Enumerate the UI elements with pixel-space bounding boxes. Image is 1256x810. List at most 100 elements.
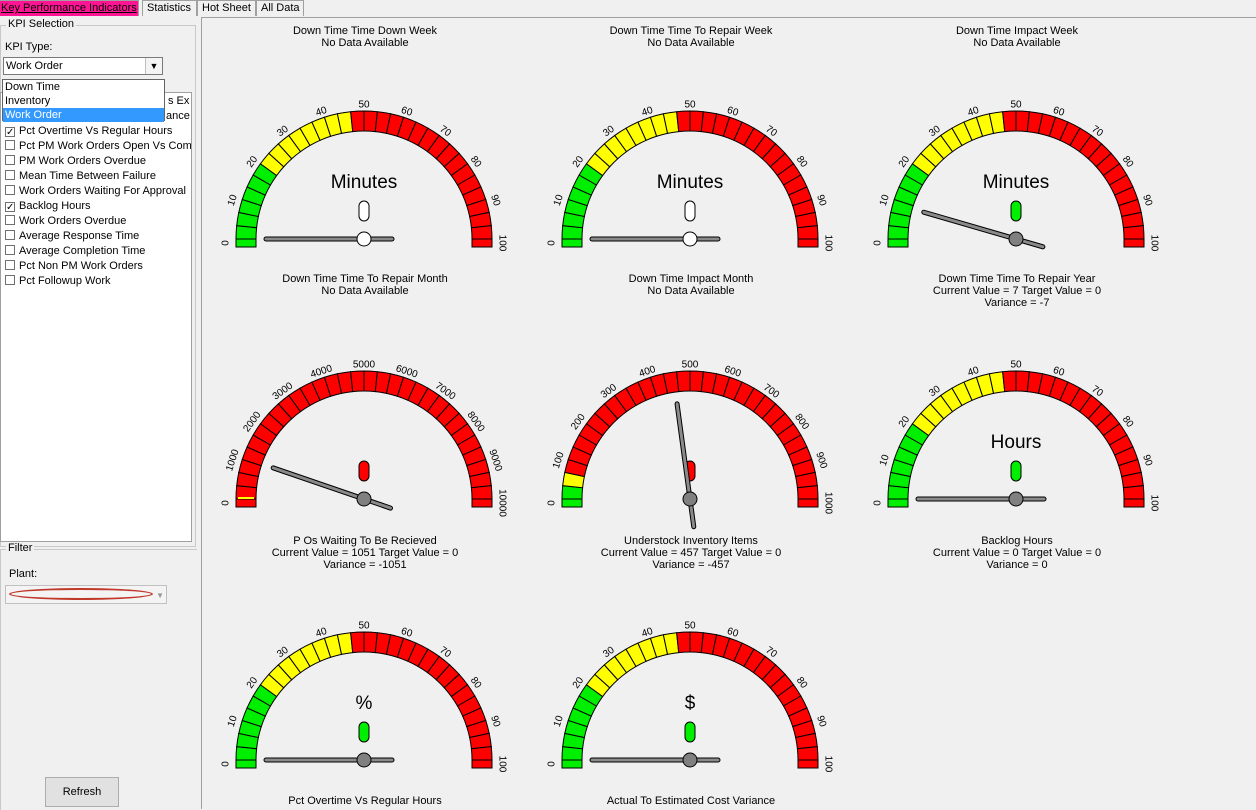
kpi-type-select[interactable]: Work Order ▼ <box>3 57 163 75</box>
status-lamp-icon <box>358 721 370 743</box>
plant-select[interactable]: ▼ <box>5 585 167 604</box>
checkbox[interactable] <box>5 185 15 195</box>
gauge-segment <box>796 746 819 761</box>
dropdown-option-inventory[interactable]: Inventory <box>5 95 51 107</box>
dropdown-option-work-order[interactable]: Work Order <box>3 108 164 122</box>
gauge-unit-label: Minutes <box>331 172 398 193</box>
gauge-status-text: Current Value = 457 Target Value = 0 <box>601 547 781 559</box>
chevron-down-icon[interactable]: ▼ <box>156 591 164 600</box>
gauge-unit-label: % <box>356 693 373 714</box>
kpi-type-dropdown[interactable]: Down Time Inventory Work Order <box>2 79 165 122</box>
kpi-list-item[interactable]: Pct PM Work Orders Open Vs Com <box>5 139 191 154</box>
gauge-tick-label: 0 <box>873 240 884 246</box>
checkbox-checked[interactable]: ✓ <box>5 127 15 138</box>
gauge-status-text: No Data Available <box>973 37 1060 49</box>
gauge-tick-label: 0 <box>547 240 558 246</box>
gauge-status-text: No Data Available <box>647 285 734 297</box>
tab-all-data[interactable]: All Data <box>256 0 304 16</box>
gauge-segment <box>676 110 691 133</box>
kpi-list-item[interactable]: Average Response Time <box>5 229 139 244</box>
tab-key-performance-indicators[interactable]: Key Performance Indicators <box>0 0 139 16</box>
kpi-list-item[interactable]: Pct Non PM Work Orders <box>5 259 143 274</box>
kpi-list-item-label: Pct Non PM Work Orders <box>19 260 143 272</box>
gauge-tick-label: 50 <box>1010 100 1022 111</box>
kpi-list-item-label: Mean Time Between Failure <box>19 170 156 182</box>
kpi-list-item[interactable]: ✓ Backlog Hours <box>5 199 91 214</box>
gauge-status-text: Current Value = 1051 Target Value = 0 <box>272 547 459 559</box>
gauge-status-text: Variance = -457 <box>652 559 729 571</box>
gauge-tick-label: 100 <box>496 756 507 773</box>
gauge-status-text: Variance = 0 <box>986 559 1047 571</box>
gauge-tick-label: 1000 <box>822 492 833 515</box>
checkbox[interactable] <box>5 260 15 270</box>
gauge-hub <box>682 491 698 507</box>
gauge-segment <box>1122 485 1145 500</box>
gauge-segment <box>471 498 493 508</box>
gauge-segment <box>471 759 493 769</box>
checkbox-checked[interactable]: ✓ <box>5 202 15 213</box>
gauge-segment <box>1123 498 1145 508</box>
gauge-segment <box>471 238 493 248</box>
kpi-list-item-label: Pct Followup Work <box>19 275 111 287</box>
status-lamp-icon <box>1010 460 1022 482</box>
gauge-tick-label: 90 <box>1140 453 1154 467</box>
gauge-tick-label: 10000 <box>496 489 507 517</box>
gauge-tick-label: 60 <box>400 105 414 119</box>
checkbox[interactable] <box>5 245 15 255</box>
kpi-list-item[interactable]: Average Completion Time <box>5 244 145 259</box>
gauge-status-text: Variance = -7 <box>985 297 1050 309</box>
checkbox[interactable] <box>5 140 15 150</box>
refresh-button[interactable]: Refresh <box>45 777 119 807</box>
gauge-tick-label: 0 <box>547 761 558 767</box>
gauge-title: Down Time Time To Repair Year <box>939 273 1096 285</box>
gauge-title: Down Time Time To Repair Week <box>610 25 773 37</box>
gauge-tick-label: 60 <box>400 626 414 640</box>
plant-label: Plant: <box>9 568 38 580</box>
gauge-tick-label: 60 <box>726 626 740 640</box>
kpi-list-item[interactable]: Work Orders Waiting For Approval <box>5 184 186 199</box>
gauge-tick-label: 40 <box>966 365 980 379</box>
chevron-down-icon[interactable]: ▼ <box>145 58 162 74</box>
gauge-tick-label: 100 <box>1148 495 1159 512</box>
checkbox[interactable] <box>5 215 15 225</box>
tab-hot-sheet[interactable]: Hot Sheet <box>197 0 256 16</box>
checkbox[interactable] <box>5 275 15 285</box>
gauge-title: Backlog Hours <box>981 535 1053 547</box>
gauge-tick-label: 10 <box>878 453 892 467</box>
kpi-list-item[interactable]: Mean Time Between Failure <box>5 169 156 184</box>
gauge-tick-label: 600 <box>723 364 743 380</box>
dropdown-option-down-time[interactable]: Down Time <box>5 81 61 93</box>
gauge-tick-label: 40 <box>640 626 654 640</box>
gauge-hub <box>356 491 372 507</box>
gauge-segment <box>1002 370 1017 393</box>
gauge-title: Understock Inventory Items <box>624 535 758 547</box>
gauge-status-text: No Data Available <box>321 285 408 297</box>
checkbox[interactable] <box>5 230 15 240</box>
gauge-tick-label: 50 <box>358 621 370 632</box>
gauge-segment <box>887 498 909 508</box>
checkbox[interactable] <box>5 155 15 165</box>
gauge-segment <box>235 238 257 248</box>
gauge-tick-label: 40 <box>640 105 654 119</box>
gauge-segment <box>350 631 365 654</box>
tab-statistics[interactable]: Statistics <box>142 0 197 16</box>
gauge-tick-label: 0 <box>221 240 232 246</box>
kpi-checklist[interactable]: s Ex ance ✓ Pct Overtime Vs Regular Hours… <box>0 92 192 542</box>
kpi-list-item[interactable]: Pct Followup Work <box>5 274 111 289</box>
gauge-tick-label: 60 <box>1052 105 1066 119</box>
kpi-list-item[interactable]: Work Orders Overdue <box>5 214 126 229</box>
gauge-tick-label: 10 <box>226 193 240 207</box>
kpi-type-label: KPI Type: <box>5 41 53 53</box>
gauge-tick-label: 90 <box>488 714 502 728</box>
kpi-list-clipped-text: ance <box>166 110 190 122</box>
kpi-selection-title: KPI Selection <box>6 18 77 30</box>
gauge-title: Down Time Time Down Week <box>293 25 438 37</box>
gauge-segment <box>561 238 583 248</box>
gauge-tick-label: 60 <box>726 105 740 119</box>
kpi-list-item[interactable]: ✓ Pct Overtime Vs Regular Hours <box>5 124 172 139</box>
checkbox[interactable] <box>5 170 15 180</box>
gauge-tick-label: 50 <box>358 100 370 111</box>
kpi-list-item[interactable]: PM Work Orders Overdue <box>5 154 146 169</box>
